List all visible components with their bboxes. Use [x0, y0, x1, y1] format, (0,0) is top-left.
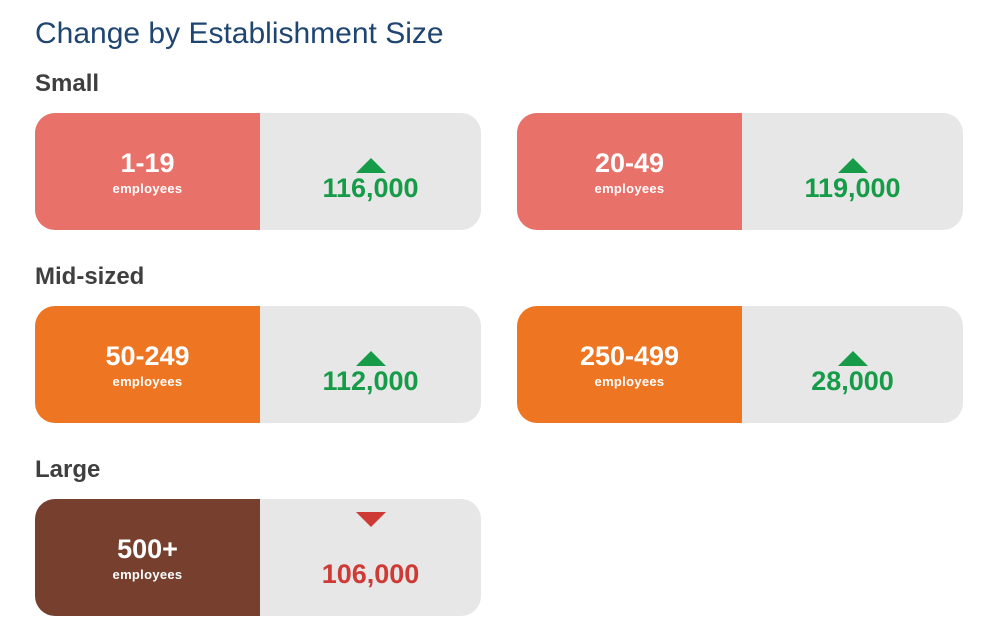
section-mid-sized: Mid-sized 50-249 employees 112,000 250-4…	[35, 263, 991, 423]
card-50-249-employees: 50-249 employees 112,000	[35, 306, 481, 423]
up-arrow-icon	[837, 334, 868, 366]
up-arrow-icon	[837, 141, 868, 173]
row-small: 1-19 employees 116,000 20-49 employees 1…	[35, 113, 991, 230]
card-value-panel: 28,000	[742, 306, 963, 423]
row-mid-sized: 50-249 employees 112,000 250-499 employe…	[35, 306, 991, 423]
down-arrow-icon	[355, 512, 386, 555]
section-large: Large 500+ employees 106,000	[35, 456, 991, 616]
section-heading-small: Small	[35, 70, 100, 97]
change-value: 119,000	[804, 173, 901, 203]
card-range-panel: 1-19 employees	[35, 113, 260, 230]
card-range-panel: 500+ employees	[35, 499, 260, 616]
up-arrow-icon	[355, 141, 386, 173]
employees-label: employees	[112, 373, 183, 389]
page-title: Change by Establishment Size	[35, 17, 444, 50]
range-label: 1-19	[120, 147, 175, 178]
employees-label: employees	[594, 373, 665, 389]
card-250-499-employees: 250-499 employees 28,000	[517, 306, 963, 423]
card-1-19-employees: 1-19 employees 116,000	[35, 113, 481, 230]
card-range-panel: 20-49 employees	[517, 113, 742, 230]
card-value-panel: 112,000	[260, 306, 481, 423]
range-label: 500+	[117, 533, 178, 564]
section-heading-mid-sized: Mid-sized	[35, 263, 145, 290]
range-label: 50-249	[105, 340, 190, 371]
up-arrow-icon	[355, 334, 386, 366]
section-small: Small 1-19 employees 116,000 20-49 emplo…	[35, 70, 991, 230]
card-value-panel: 119,000	[742, 113, 963, 230]
range-label: 250-499	[579, 340, 680, 371]
employees-label: employees	[112, 566, 183, 582]
change-value: 106,000	[321, 559, 420, 589]
card-20-49-employees: 20-49 employees 119,000	[517, 113, 963, 230]
card-value-panel: 106,000	[260, 499, 481, 616]
change-value: 28,000	[811, 366, 894, 396]
change-value: 112,000	[322, 366, 419, 396]
range-label: 20-49	[594, 147, 665, 178]
section-heading-large: Large	[35, 456, 101, 483]
change-value: 116,000	[322, 173, 419, 203]
page: Change by Establishment Size Small 1-19 …	[35, 17, 991, 616]
card-range-panel: 250-499 employees	[517, 306, 742, 423]
employees-label: employees	[112, 180, 183, 196]
card-500-plus-employees: 500+ employees 106,000	[35, 499, 481, 616]
row-large: 500+ employees 106,000	[35, 499, 991, 616]
card-range-panel: 50-249 employees	[35, 306, 260, 423]
employees-label: employees	[594, 180, 665, 196]
card-value-panel: 116,000	[260, 113, 481, 230]
